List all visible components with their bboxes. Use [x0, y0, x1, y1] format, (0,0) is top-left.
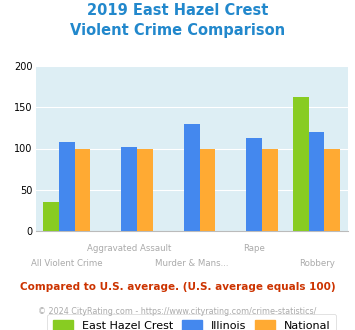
Bar — [137, 148, 153, 231]
Text: Robbery: Robbery — [299, 259, 335, 268]
Text: Murder & Mans...: Murder & Mans... — [155, 259, 229, 268]
Text: © 2024 CityRating.com - https://www.cityrating.com/crime-statistics/: © 2024 CityRating.com - https://www.city… — [38, 307, 317, 316]
Bar — [184, 124, 200, 231]
Bar — [246, 138, 262, 231]
Bar — [59, 142, 75, 231]
Bar — [200, 148, 215, 231]
Bar — [293, 96, 309, 231]
Text: Aggravated Assault: Aggravated Assault — [87, 244, 171, 253]
Text: 2019 East Hazel Crest: 2019 East Hazel Crest — [87, 3, 268, 18]
Text: Violent Crime Comparison: Violent Crime Comparison — [70, 23, 285, 38]
Bar — [75, 148, 90, 231]
Bar — [121, 147, 137, 231]
Text: All Violent Crime: All Violent Crime — [31, 259, 103, 268]
Bar — [43, 202, 59, 231]
Text: Compared to U.S. average. (U.S. average equals 100): Compared to U.S. average. (U.S. average … — [20, 282, 335, 292]
Bar — [324, 148, 340, 231]
Bar — [309, 132, 324, 231]
Legend: East Hazel Crest, Illinois, National: East Hazel Crest, Illinois, National — [47, 314, 336, 330]
Text: Rape: Rape — [243, 244, 265, 253]
Bar — [262, 148, 278, 231]
